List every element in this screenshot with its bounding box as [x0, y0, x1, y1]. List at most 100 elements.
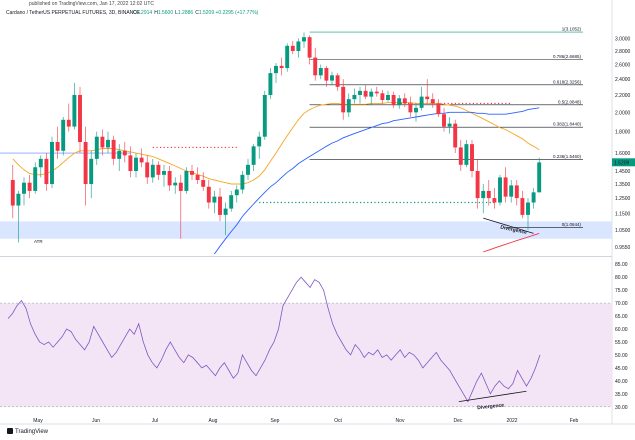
price-axis-tick: 2.0000 — [615, 110, 631, 116]
fib-level-label: 0.618(2.3256) — [553, 79, 582, 84]
candle-body — [223, 208, 228, 215]
candle-body — [486, 190, 491, 199]
candle-body — [100, 136, 105, 148]
candle-body — [537, 162, 542, 193]
candle-body — [363, 90, 368, 97]
candle-body — [341, 86, 346, 113]
rsi-axis-tick: 45.00 — [615, 366, 628, 372]
candle-body — [134, 157, 138, 172]
candle-body — [458, 147, 463, 165]
atr-marker: ATR — [34, 239, 43, 244]
rsi-axis-tick: 75.00 — [615, 288, 628, 294]
candle-body — [279, 65, 284, 69]
ohlc-value: 1.2914 — [136, 10, 153, 16]
candle-body — [302, 37, 306, 42]
candle-body — [184, 171, 189, 191]
pane-divider — [0, 256, 612, 257]
candle-body — [33, 167, 38, 191]
ohlc-value: 1.5600 — [157, 10, 174, 16]
footer-label: TradingView — [15, 429, 49, 435]
candle-body — [402, 98, 407, 104]
candle-body — [475, 171, 480, 199]
chart-header: published on TradingView.com, Jan 17, 20… — [0, 0, 635, 20]
candle-body — [386, 94, 390, 101]
candle-body — [447, 123, 452, 127]
time-axis-tick: Feb — [570, 418, 579, 424]
candle-body — [324, 68, 329, 81]
candle-body — [240, 174, 245, 190]
candle-body — [139, 157, 144, 163]
candle-body — [206, 186, 211, 203]
candle-body — [481, 190, 486, 199]
candle-body — [464, 144, 469, 165]
ohlc-value: 1.2886 — [177, 10, 194, 16]
candle-body — [425, 96, 430, 100]
candle-body — [498, 177, 502, 203]
rsi-axis-tick: 30.00 — [615, 405, 628, 411]
price-axis-tick: 3.0000 — [615, 36, 631, 42]
rsi-band — [0, 303, 612, 407]
time-axis-tick: Aug — [209, 418, 218, 424]
candle-body — [94, 136, 99, 159]
fib-level-label: 0.786(2.6685) — [553, 54, 582, 59]
price-axis-tick: 2.8000 — [615, 49, 631, 55]
candle-body — [156, 164, 161, 175]
candle-body — [128, 155, 133, 172]
candle-body — [274, 65, 278, 74]
candle-body — [492, 198, 497, 203]
candle-body — [436, 103, 441, 115]
candle-body — [307, 37, 312, 58]
candle-body — [246, 164, 250, 175]
price-axis-tick: 2.6000 — [615, 62, 631, 68]
candle-body — [296, 41, 301, 51]
candle-body — [503, 177, 508, 197]
candle-body — [212, 196, 217, 203]
price-divergence-label: Divergence — [500, 224, 528, 236]
candle-body — [414, 107, 418, 113]
time-axis-tick: May — [33, 418, 43, 424]
candle-body — [234, 189, 239, 196]
price-axis-tick: 2.4000 — [615, 77, 631, 83]
ohlc-key: C — [195, 10, 199, 16]
fib-level-label: 0.236(1.5460) — [553, 154, 582, 159]
rsi-axis-tick: 40.00 — [615, 379, 628, 385]
candle-body — [66, 119, 71, 127]
rsi-axis-tick: 50.00 — [615, 353, 628, 359]
candle-body — [285, 45, 290, 69]
rsi-axis-tick: 55.00 — [615, 340, 628, 346]
candle-body — [453, 123, 458, 148]
candle-body — [380, 93, 385, 101]
moving-average-line — [483, 232, 540, 253]
candle-body — [520, 198, 525, 215]
candle-body — [369, 91, 374, 97]
candle-body — [10, 180, 15, 206]
rsi-divergence-label: Divergence — [477, 402, 505, 411]
candle-body — [330, 75, 334, 81]
rsi-divergence-line — [458, 390, 527, 403]
candle-body — [391, 94, 396, 106]
candle-body — [442, 114, 446, 127]
rsi-line — [7, 276, 541, 403]
rsi-axis-tick: 85.00 — [615, 262, 628, 268]
time-axis-tick: Jun — [92, 418, 100, 424]
candle-body — [38, 158, 43, 168]
candle-body — [162, 171, 166, 175]
price-axis-tick: 1.4500 — [615, 169, 631, 175]
candle-body — [78, 94, 82, 142]
last-price-badge — [612, 158, 635, 167]
ohlc-key: H — [154, 10, 158, 16]
ohlc-readout: O1.2914 H1.5600 L1.2886 C1.5209 +0.2295 (+1… — [131, 10, 258, 16]
rsi-axis-tick: 35.00 — [615, 392, 628, 398]
price-axis-tick: 1.2500 — [615, 196, 631, 202]
candle-body — [117, 150, 122, 159]
candle-body — [419, 96, 424, 108]
symbol-title[interactable]: Cardano / TetherUS PERPETUAL FUTURES, 3D… — [6, 10, 141, 16]
candle-body — [470, 144, 474, 172]
time-axis-tick: Jul — [152, 418, 158, 424]
candle-body — [27, 182, 32, 191]
candle-body — [167, 171, 172, 186]
candle-body — [358, 90, 362, 95]
ohlc-value: 1.5209 — [198, 10, 215, 16]
candle-body — [61, 119, 66, 151]
